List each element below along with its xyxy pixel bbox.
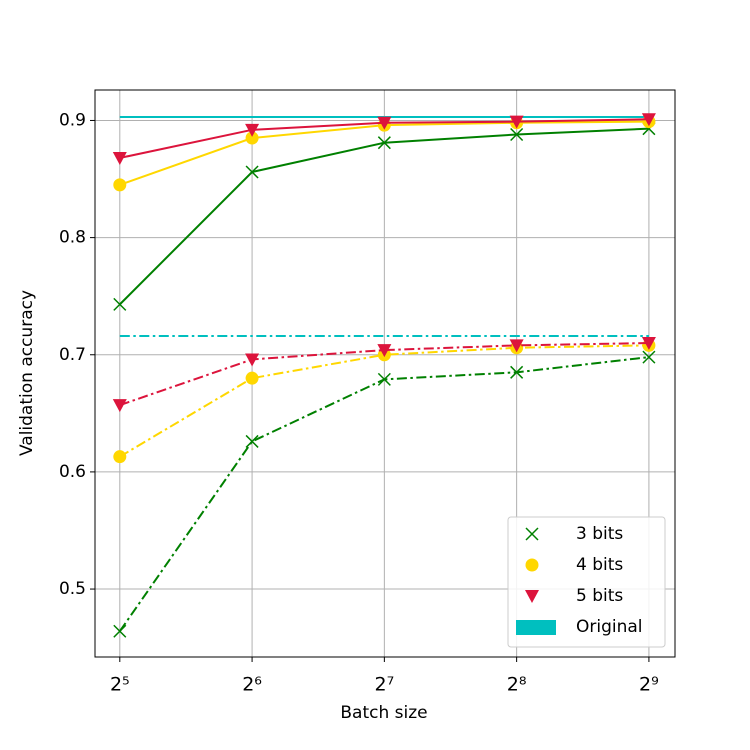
x-tick-label: 2⁵ (110, 674, 130, 696)
marker (113, 178, 127, 192)
plot-frame (94, 89, 676, 658)
legend-label: 4 bits (576, 555, 623, 575)
legend-marker (525, 590, 539, 603)
legend-patch (516, 620, 556, 635)
y-tick-label: 0.9 (59, 110, 86, 130)
x-tick-label: 2⁷ (374, 674, 394, 696)
y-tick-label: 0.7 (59, 345, 86, 365)
marker (641, 113, 656, 127)
marker (112, 151, 127, 165)
marker (509, 115, 524, 129)
marker (377, 344, 392, 358)
x-tick-label: 2⁸ (507, 674, 527, 696)
marker (509, 339, 524, 353)
marker (641, 337, 656, 351)
marker (245, 165, 259, 179)
marker (113, 297, 127, 311)
legend-label: Original (576, 617, 643, 637)
legend-label: 3 bits (576, 524, 623, 544)
marker (245, 123, 260, 137)
marker (112, 399, 127, 413)
marker (245, 371, 259, 385)
y-axis-label: Validation accuracy (17, 290, 37, 456)
marker (510, 365, 524, 379)
y-tick-label: 0.6 (59, 462, 86, 482)
marker (245, 353, 260, 367)
marker (642, 350, 656, 364)
y-tick-label: 0.8 (59, 228, 86, 248)
legend-label: 5 bits (576, 586, 623, 606)
marker (113, 450, 127, 464)
marker (377, 136, 391, 150)
marker (377, 372, 391, 386)
series-line (119, 342, 649, 407)
legend-marker (525, 527, 539, 541)
marker (377, 116, 392, 130)
legend-marker (525, 558, 539, 572)
x-tick-label: 2⁹ (639, 674, 659, 696)
marker (510, 127, 524, 142)
y-tick-label: 0.5 (59, 579, 86, 599)
marker (113, 624, 127, 638)
x-tick-label: 2⁶ (242, 674, 262, 696)
legend-box (507, 516, 666, 648)
marker (245, 131, 259, 145)
x-axis-label: Batch size (340, 703, 427, 723)
marker (245, 434, 259, 448)
